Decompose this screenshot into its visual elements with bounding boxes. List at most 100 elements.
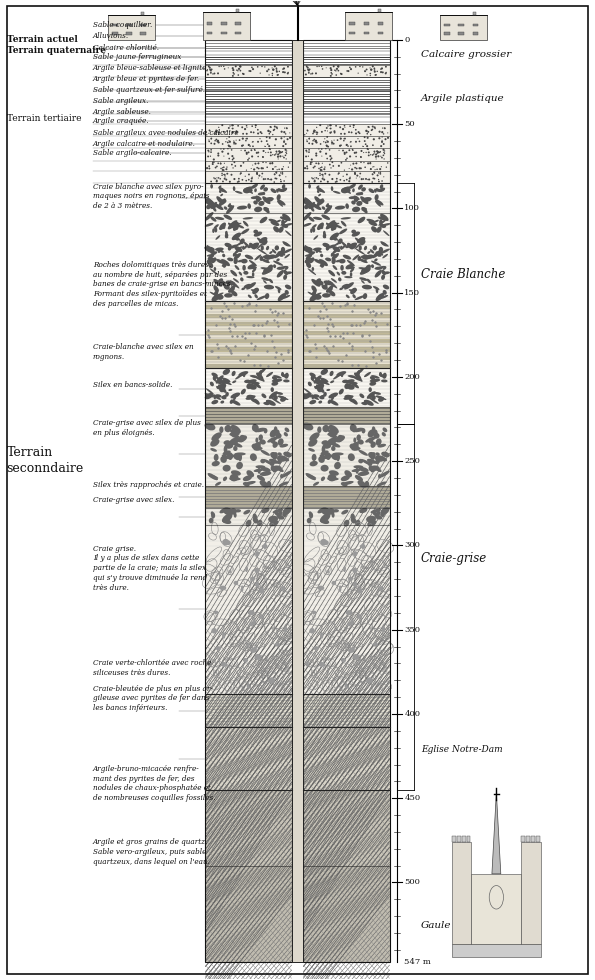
- Ellipse shape: [230, 393, 240, 399]
- Ellipse shape: [352, 447, 361, 451]
- Point: [285, 125, 295, 141]
- Ellipse shape: [350, 243, 357, 249]
- Ellipse shape: [204, 246, 215, 253]
- Ellipse shape: [240, 238, 245, 244]
- Ellipse shape: [337, 454, 340, 462]
- Bar: [303, 694, 390, 727]
- Ellipse shape: [343, 519, 349, 526]
- Ellipse shape: [222, 263, 228, 267]
- Ellipse shape: [255, 466, 265, 468]
- Point: [362, 125, 372, 141]
- Ellipse shape: [306, 474, 316, 479]
- Point: [367, 62, 376, 77]
- Point: [215, 171, 225, 186]
- Ellipse shape: [378, 219, 387, 225]
- Point: [303, 161, 312, 176]
- Point: [228, 124, 238, 140]
- Ellipse shape: [226, 455, 233, 459]
- Ellipse shape: [233, 454, 242, 461]
- Point: [205, 62, 215, 77]
- Ellipse shape: [305, 245, 309, 249]
- Ellipse shape: [214, 224, 219, 228]
- Point: [351, 59, 361, 74]
- Point: [343, 138, 353, 154]
- Ellipse shape: [361, 543, 365, 549]
- Point: [221, 162, 231, 177]
- Point: [368, 147, 377, 163]
- Point: [321, 141, 331, 157]
- Point: [211, 160, 220, 175]
- Point: [325, 118, 335, 133]
- Ellipse shape: [259, 237, 267, 243]
- Bar: [303, 301, 390, 368]
- Ellipse shape: [305, 662, 309, 666]
- Point: [283, 66, 293, 81]
- Ellipse shape: [285, 230, 292, 236]
- Ellipse shape: [321, 476, 325, 481]
- Ellipse shape: [259, 370, 262, 376]
- Point: [246, 124, 256, 140]
- Ellipse shape: [325, 283, 328, 288]
- Point: [349, 120, 358, 135]
- Ellipse shape: [280, 251, 282, 257]
- Point: [315, 168, 325, 183]
- Ellipse shape: [354, 197, 359, 202]
- Ellipse shape: [328, 280, 337, 288]
- Point: [377, 134, 387, 150]
- Point: [314, 141, 324, 157]
- Ellipse shape: [228, 569, 231, 573]
- Ellipse shape: [359, 466, 369, 472]
- Ellipse shape: [218, 384, 227, 393]
- Point: [326, 61, 336, 76]
- Point: [231, 59, 240, 74]
- Point: [303, 62, 313, 77]
- Point: [220, 171, 229, 186]
- Bar: [126, 32, 131, 35]
- Ellipse shape: [312, 227, 315, 232]
- Point: [309, 160, 318, 175]
- Point: [280, 132, 289, 148]
- Ellipse shape: [331, 225, 336, 230]
- Bar: [205, 90, 292, 102]
- Ellipse shape: [350, 243, 357, 246]
- Ellipse shape: [352, 567, 358, 573]
- Bar: [303, 694, 390, 727]
- Point: [308, 171, 318, 186]
- Point: [209, 171, 219, 186]
- Point: [337, 67, 346, 82]
- Ellipse shape: [345, 395, 352, 400]
- Ellipse shape: [326, 389, 330, 391]
- Point: [281, 121, 291, 136]
- Ellipse shape: [218, 185, 221, 188]
- Bar: [205, 790, 292, 865]
- Ellipse shape: [371, 395, 376, 400]
- Ellipse shape: [256, 242, 264, 249]
- Ellipse shape: [313, 247, 322, 251]
- Ellipse shape: [361, 208, 367, 211]
- Ellipse shape: [303, 212, 311, 220]
- Ellipse shape: [272, 376, 277, 380]
- Ellipse shape: [264, 207, 270, 214]
- Point: [333, 167, 343, 182]
- Ellipse shape: [259, 434, 263, 440]
- Ellipse shape: [322, 508, 333, 514]
- Ellipse shape: [268, 219, 277, 222]
- Point: [219, 160, 228, 175]
- Point: [214, 126, 224, 142]
- Ellipse shape: [252, 268, 256, 272]
- Ellipse shape: [220, 280, 226, 285]
- Bar: [205, 525, 292, 694]
- Point: [248, 138, 258, 154]
- Ellipse shape: [348, 454, 355, 461]
- Ellipse shape: [243, 475, 252, 481]
- Ellipse shape: [331, 513, 334, 517]
- Point: [358, 138, 368, 154]
- Point: [206, 173, 216, 189]
- Ellipse shape: [253, 514, 257, 519]
- Ellipse shape: [226, 392, 229, 397]
- Point: [317, 141, 327, 157]
- Bar: [205, 486, 292, 509]
- Ellipse shape: [280, 474, 283, 478]
- Ellipse shape: [253, 516, 258, 523]
- Point: [278, 65, 288, 80]
